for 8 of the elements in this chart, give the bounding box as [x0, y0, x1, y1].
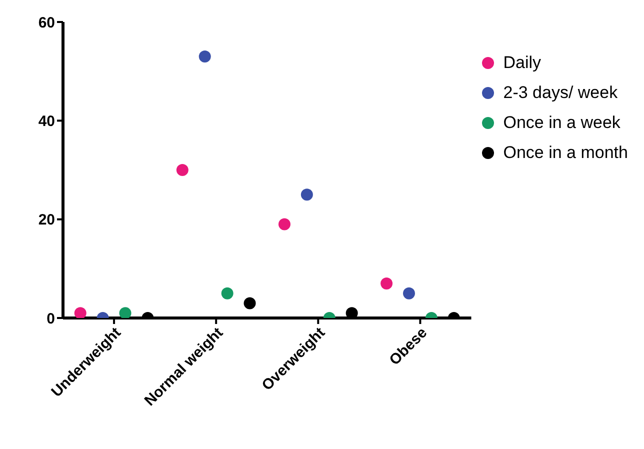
- y-tick-label: 0: [46, 310, 55, 328]
- legend-label: Once in a month: [503, 142, 628, 164]
- legend-label: 2-3 days/ week: [503, 82, 618, 104]
- legend-label: Once in a week: [503, 112, 620, 134]
- y-tick-label: 20: [38, 212, 55, 229]
- legend-label: Daily: [503, 52, 542, 74]
- y-tick-label: 60: [38, 14, 55, 32]
- y-tick-label: 40: [38, 112, 55, 130]
